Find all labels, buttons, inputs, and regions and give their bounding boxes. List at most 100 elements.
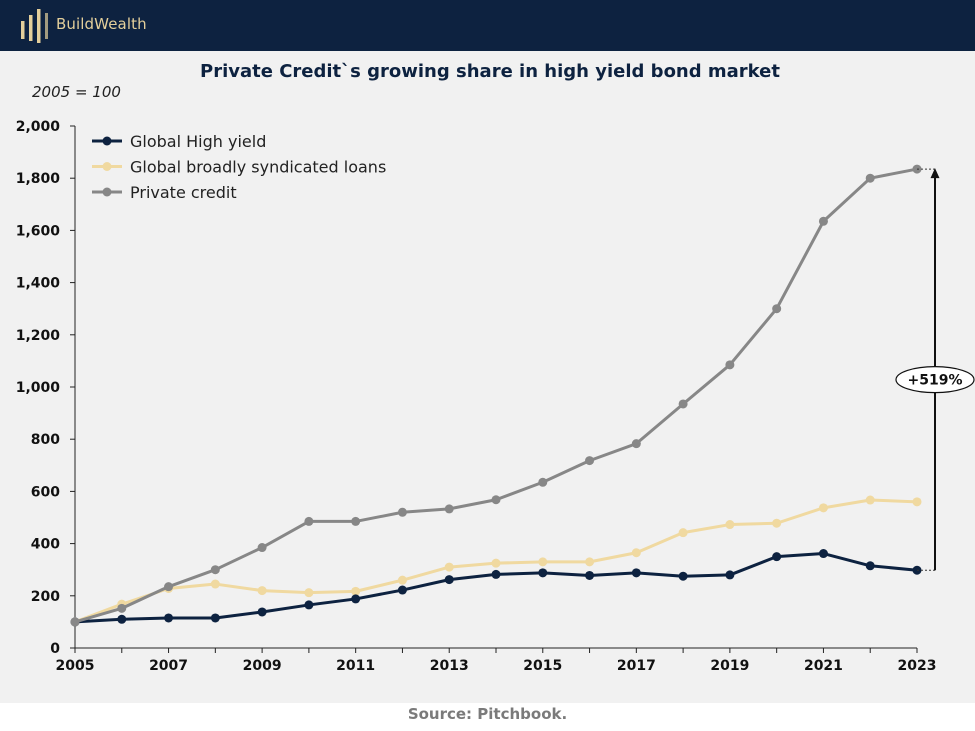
y-tick-label: 600 <box>31 484 60 500</box>
legend-label: Private credit <box>130 183 237 202</box>
data-point <box>912 497 922 507</box>
data-point <box>678 399 688 409</box>
data-point <box>772 304 782 314</box>
y-tick-label: 200 <box>31 589 60 605</box>
chart-legend: Global High yield Global broadly syndicat… <box>92 132 386 202</box>
legend-swatch-marker <box>102 187 112 197</box>
data-point <box>444 562 454 572</box>
data-point <box>865 561 875 571</box>
x-tick-label: 2015 <box>523 658 562 674</box>
data-point <box>865 173 875 183</box>
x-tick-label: 2019 <box>710 658 749 674</box>
data-point <box>772 552 782 562</box>
data-point <box>631 548 641 558</box>
data-point <box>491 569 501 579</box>
chart-title: Private Credit`s growing share in high y… <box>200 61 780 82</box>
data-point <box>210 613 220 623</box>
data-point <box>491 495 501 505</box>
brand-name: BuildWealth <box>56 15 147 33</box>
data-point <box>164 582 174 592</box>
data-point <box>210 565 220 575</box>
y-tick-label: 2,000 <box>16 119 61 135</box>
data-point <box>818 216 828 226</box>
data-point <box>631 568 641 578</box>
data-point <box>397 575 407 585</box>
data-point <box>725 570 735 580</box>
x-tick-label: 2007 <box>149 658 188 674</box>
data-point <box>304 516 314 526</box>
line-chart: Private Credit`s growing share in high y… <box>16 61 975 674</box>
data-point <box>444 575 454 585</box>
data-point <box>678 528 688 538</box>
data-point <box>257 607 267 617</box>
series-private-credit <box>70 164 922 627</box>
data-point <box>70 617 80 627</box>
annotation-badge <box>895 366 975 394</box>
legend-swatch-marker <box>102 162 112 171</box>
x-tick-label: 2011 <box>336 658 375 674</box>
y-tick-label: 1,800 <box>16 171 61 187</box>
header-bar: BuildWealth <box>0 0 975 51</box>
legend-item: Global High yield <box>92 132 266 151</box>
series-global-broadly-syndicated-loans <box>70 495 922 627</box>
data-point <box>117 603 127 613</box>
data-point <box>351 586 361 596</box>
x-tick-label: 2009 <box>243 658 282 674</box>
source-note: Source: Pitchbook. <box>407 705 568 723</box>
x-tick-label: 2013 <box>430 658 469 674</box>
data-point <box>725 360 735 370</box>
x-tick-label: 2021 <box>804 658 843 674</box>
data-point <box>678 571 688 581</box>
data-point <box>257 586 267 596</box>
x-tick-label: 2023 <box>898 658 937 674</box>
x-tick-label: 2017 <box>617 658 656 674</box>
annotation-arrowhead <box>930 168 940 179</box>
growth-annotation: +519% <box>895 168 975 571</box>
buildwealth-logo-icon <box>21 9 48 43</box>
series-line <box>74 167 918 624</box>
data-point <box>818 549 828 559</box>
data-point <box>397 507 407 517</box>
data-point <box>164 613 174 623</box>
data-point <box>772 518 782 528</box>
data-point <box>397 585 407 595</box>
data-point <box>865 495 875 505</box>
y-tick-label: 1,600 <box>16 223 61 239</box>
legend-label: Global High yield <box>130 132 266 151</box>
data-point <box>538 557 548 567</box>
x-tick-label: 2005 <box>56 658 95 674</box>
legend-label: Global broadly syndicated loans <box>130 158 386 177</box>
data-point <box>351 594 361 604</box>
data-point <box>304 600 314 610</box>
data-point <box>257 543 267 553</box>
chart-subtitle: 2005 = 100 <box>32 83 121 101</box>
annotation-label: +519% <box>908 373 963 389</box>
data-point <box>351 516 361 526</box>
data-point <box>491 558 501 568</box>
data-point <box>538 568 548 578</box>
legend-swatch-marker <box>102 136 112 146</box>
data-point <box>585 557 595 567</box>
chart-area: Private Credit`s growing share in high y… <box>0 51 975 703</box>
legend-item: Private credit <box>92 183 237 202</box>
data-point <box>631 439 641 449</box>
legend-item: Global broadly syndicated loans <box>92 158 386 177</box>
y-tick-label: 400 <box>31 537 60 553</box>
data-point <box>818 503 828 513</box>
series-layer <box>70 164 922 627</box>
data-point <box>304 588 314 598</box>
footer: Source: Pitchbook. <box>0 703 975 731</box>
data-point <box>117 614 127 624</box>
data-point <box>444 504 454 514</box>
data-point <box>725 520 735 530</box>
y-tick-label: 1,200 <box>16 328 61 344</box>
y-tick-label: 1,400 <box>16 276 61 292</box>
data-point <box>210 579 220 589</box>
y-tick-label: 1,000 <box>16 380 61 396</box>
data-point <box>538 477 548 487</box>
axes: 0 200 400 600 800 1,000 1,200 1,400 1,600 1,800 2,… <box>16 119 937 674</box>
data-point <box>585 456 595 466</box>
y-tick-label: 800 <box>31 432 60 448</box>
data-point <box>585 570 595 580</box>
y-tick-label: 0 <box>50 641 60 657</box>
